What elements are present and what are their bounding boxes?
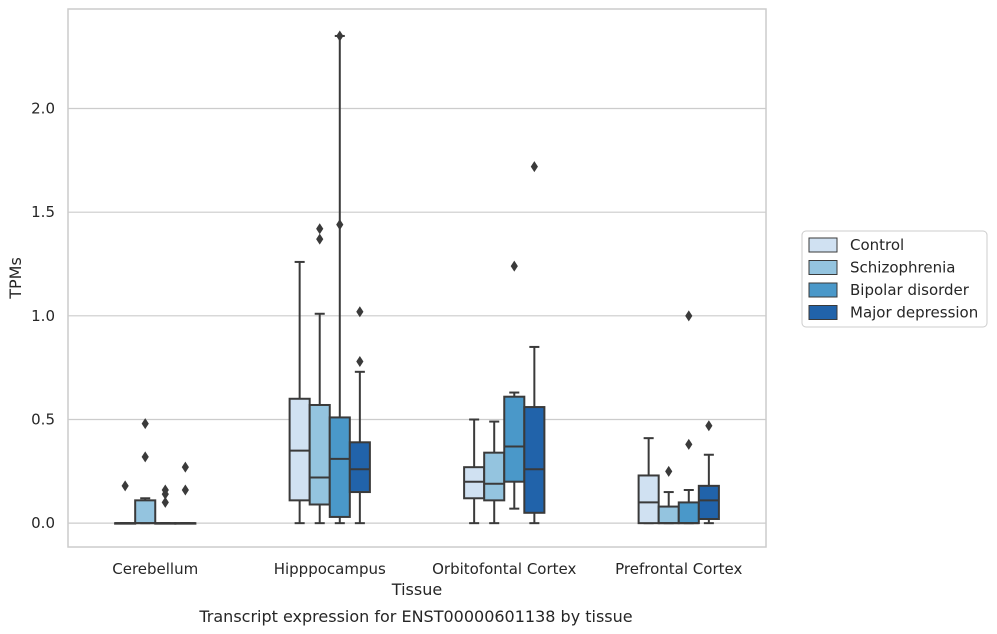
outlier-point [316, 223, 324, 235]
box-control [288, 260, 311, 525]
legend-swatch [808, 305, 838, 320]
outlier-point [336, 219, 344, 231]
box-major-depression [523, 161, 546, 525]
box-iqr [288, 397, 311, 502]
box-iqr [503, 395, 526, 483]
legend-swatch [808, 237, 838, 253]
box-control [637, 437, 660, 525]
legend-label: Schizophrenia [850, 259, 955, 277]
chart-caption: Transcript expression for ENST0000060113… [198, 607, 632, 626]
box-iqr [523, 406, 546, 514]
x-axis-title: Tissue [391, 580, 442, 599]
legend-swatch [808, 260, 838, 275]
box-iqr [657, 505, 680, 525]
box-layer [114, 30, 720, 525]
box-iqr [308, 403, 331, 506]
outlier-point [121, 480, 129, 492]
box-iqr [637, 474, 660, 525]
legend-label: Major depression [850, 304, 978, 322]
y-tick-label: 2.0 [31, 100, 55, 118]
y-tick-labels: 0.0 0.5 1.0 1.5 2.0 [31, 100, 55, 533]
y-axis-title: TPMs [6, 257, 25, 300]
outlier-point [685, 438, 693, 450]
legend-label: Bipolar disorder [850, 281, 970, 299]
outlier-point [356, 306, 364, 318]
outlier-point [161, 484, 169, 496]
plot-area-frame [67, 8, 767, 548]
box-iqr [697, 484, 720, 521]
legend-swatch [808, 282, 838, 298]
box-iqr [328, 416, 351, 518]
x-tick-label: Prefrontal Cortex [615, 560, 742, 578]
outlier-point [161, 496, 169, 508]
box-major-depression [697, 420, 720, 525]
legend-frame [801, 230, 988, 328]
box-major-depression [174, 461, 197, 525]
y-tick-label: 0.5 [31, 410, 55, 428]
box-bipolar-disorder [328, 30, 351, 525]
outlier-point [705, 420, 713, 432]
x-tick-label: Orbitofontal Cortex [432, 560, 576, 578]
y-tick-label: 0.0 [31, 514, 55, 532]
outlier-point [510, 260, 518, 272]
outlier-point [141, 418, 149, 430]
outlier-point [530, 161, 538, 173]
outlier-point [336, 30, 344, 42]
box-iqr [348, 441, 371, 494]
box-schizophrenia [134, 418, 157, 525]
legend: Control Schizophrenia Bipolar disorder Majo… [801, 230, 988, 328]
box-control [463, 418, 486, 525]
outlier-point [181, 484, 189, 496]
y-tick-label: 1.5 [31, 203, 55, 221]
box-bipolar-disorder [154, 484, 177, 525]
box-iqr [134, 499, 157, 525]
legend-label: Control [850, 236, 904, 254]
box-control [114, 480, 137, 525]
y-tick-label: 1.0 [31, 307, 55, 325]
box-iqr [677, 501, 700, 525]
box-iqr [463, 466, 486, 500]
box-bipolar-disorder [503, 260, 526, 510]
x-tick-labels: Cerebellum Hipppocampus Orbitofontal Corte… [112, 560, 742, 578]
box-schizophrenia [657, 465, 680, 525]
outlier-point [181, 461, 189, 473]
outlier-point [356, 355, 364, 367]
outlier-point [665, 465, 673, 477]
outlier-point [141, 451, 149, 463]
x-tick-label: Cerebellum [112, 560, 198, 578]
box-major-depression [348, 306, 371, 525]
box-iqr [483, 451, 506, 502]
box-schizophrenia [483, 420, 506, 525]
grid-lines [68, 107, 766, 524]
outlier-point [685, 310, 693, 322]
outlier-point [316, 233, 324, 245]
box-schizophrenia [308, 223, 331, 525]
x-tick-label: Hipppocampus [274, 560, 386, 578]
box-bipolar-disorder [677, 310, 700, 525]
